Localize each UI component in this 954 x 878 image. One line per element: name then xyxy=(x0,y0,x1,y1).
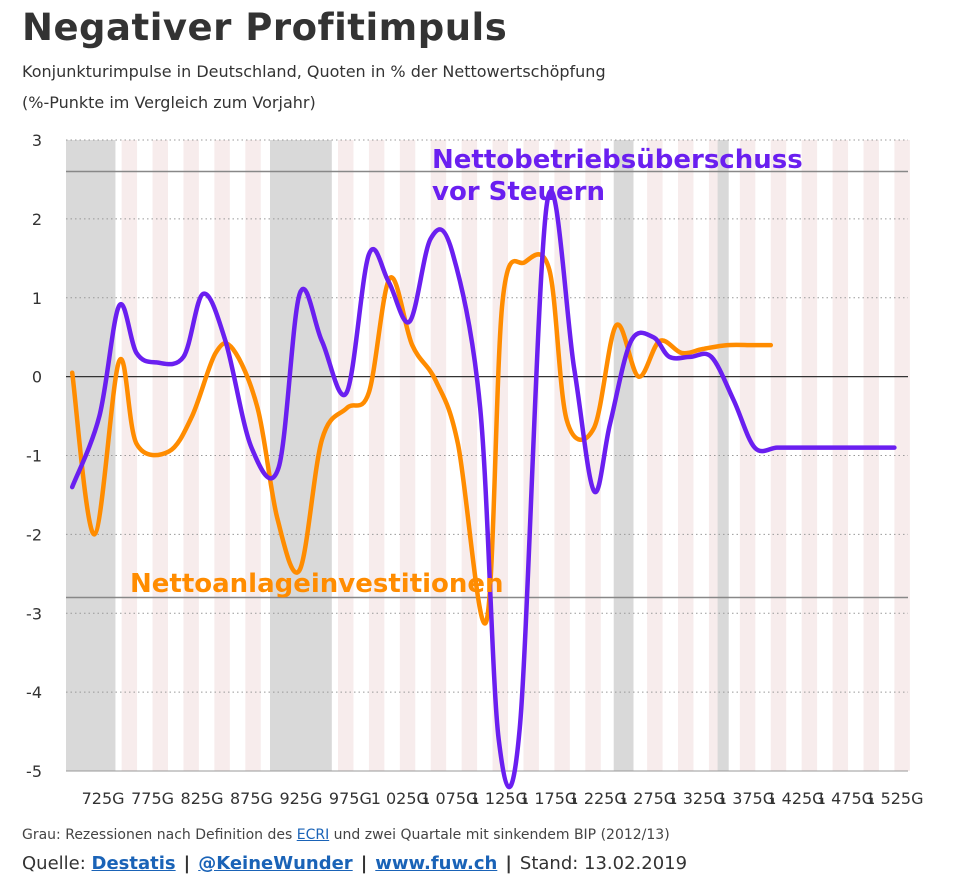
destatis-link[interactable]: Destatis xyxy=(91,853,176,874)
separator: | xyxy=(505,853,512,874)
footnote-suffix: und zwei Quartale mit sinkendem BIP (201… xyxy=(329,827,670,843)
footnote: Grau: Rezessionen nach Definition des EC… xyxy=(22,827,670,843)
x-tick-label: 975G xyxy=(329,789,372,808)
y-tick-label: -2 xyxy=(26,525,42,544)
y-tick-label: -5 xyxy=(26,762,42,781)
annotation-nettoanlageinvestitionen: Nettoanlageinvestitionen xyxy=(130,569,504,599)
source-line: Quelle: Destatis | @KeineWunder | www.fuw.ch… xyxy=(22,853,687,874)
stand-date: Stand: 13.02.2019 xyxy=(519,853,688,874)
y-tick-label: 3 xyxy=(32,131,42,150)
background-stripe xyxy=(183,140,199,771)
y-axis-tick-labels: 3 2 1 0 -1 -2 -3 -4 -5 xyxy=(26,131,42,781)
x-tick-label: 1 275G xyxy=(618,789,676,808)
x-tick-label: 825G xyxy=(181,789,224,808)
x-tick-label: 1 175G xyxy=(519,789,577,808)
x-tick-label: 1 525G xyxy=(865,789,923,808)
x-tick-label: 1 475G xyxy=(816,789,874,808)
background-stripe xyxy=(678,140,694,771)
background-stripe xyxy=(214,140,230,771)
recession-band xyxy=(613,140,634,771)
y-tick-label: 2 xyxy=(32,210,42,229)
x-tick-label: 1 225G xyxy=(569,789,627,808)
x-tick-label: 1 125G xyxy=(470,789,528,808)
series-line-nettoanlageinvestitionen xyxy=(69,252,774,626)
x-tick-label: 775G xyxy=(131,789,174,808)
x-tick-label: 1 375G xyxy=(717,789,775,808)
ecri-link[interactable]: ECRI xyxy=(296,827,330,843)
annotation-nettobetriebsueberschuss: Nettobetriebsüberschuss xyxy=(432,145,803,175)
series-lines xyxy=(69,188,897,790)
x-tick-label: 875G xyxy=(230,789,273,808)
background-stripe xyxy=(647,140,663,771)
chart-title: Negativer Profitimpuls xyxy=(22,6,508,49)
series-line-nettobetriebsueberschuss xyxy=(69,188,897,790)
x-tick-label: 1 075G xyxy=(420,789,478,808)
y-tick-label: 1 xyxy=(32,289,42,308)
fuw-link[interactable]: www.fuw.ch xyxy=(375,853,498,874)
x-tick-label: 1 325G xyxy=(667,789,725,808)
footnote-prefix: Grau: Rezessionen nach Definition des xyxy=(22,827,297,843)
y-tick-label: -3 xyxy=(26,604,42,623)
keinewunder-link[interactable]: @KeineWunder xyxy=(198,853,353,874)
chart-subtitle-units: (%-Punkte im Vergleich zum Vorjahr) xyxy=(22,93,316,112)
separator: | xyxy=(360,853,368,874)
y-tick-label: 0 xyxy=(32,368,42,387)
separator: | xyxy=(183,853,191,874)
background-stripe xyxy=(894,140,910,771)
y-tick-label: -1 xyxy=(26,447,42,466)
chart-subtitle: Konjunkturimpulse in Deutschland, Quoten… xyxy=(22,62,606,81)
x-tick-label: 1 425G xyxy=(766,789,824,808)
source-label: Quelle: xyxy=(22,853,92,874)
x-tick-label: 925G xyxy=(279,789,322,808)
x-tick-label: 725G xyxy=(82,789,125,808)
background-stripe xyxy=(461,140,478,771)
y-tick-label: -4 xyxy=(26,683,42,702)
annotation-vor-steuern: vor Steuern xyxy=(432,177,605,207)
background-stripe xyxy=(430,140,447,771)
x-tick-label: 1 025G xyxy=(371,789,429,808)
